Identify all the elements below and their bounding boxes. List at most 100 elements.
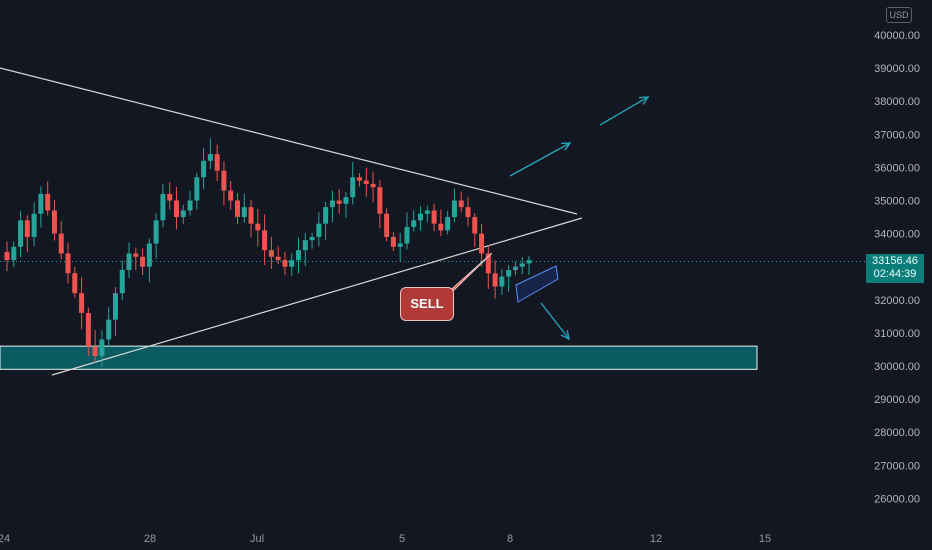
candle-body xyxy=(99,339,105,357)
candle-body xyxy=(79,293,85,314)
y-tick-label: 29000.00 xyxy=(874,394,920,406)
candle-body xyxy=(343,197,349,204)
candle-body xyxy=(248,207,254,224)
y-tick-label: 31000.00 xyxy=(874,328,920,340)
candle-body xyxy=(296,250,302,261)
x-tick-label: 24 xyxy=(0,533,10,545)
candle-body xyxy=(167,193,173,201)
candle-body xyxy=(451,200,457,218)
candle-body xyxy=(329,200,335,208)
candle-body xyxy=(112,293,118,320)
candle-body xyxy=(207,154,213,161)
projection-arrow-up xyxy=(509,142,571,177)
candle-body xyxy=(309,236,315,241)
candle-body xyxy=(58,233,64,254)
candle-body xyxy=(438,223,444,231)
projection-arrow-up-2-head xyxy=(638,96,650,105)
x-tick-label: 15 xyxy=(759,533,771,545)
projection-arrow-down-head xyxy=(560,330,570,341)
candle-body xyxy=(411,220,417,227)
candle-body xyxy=(289,260,295,267)
projection-arrow-up-head xyxy=(560,142,572,151)
candle-body xyxy=(431,210,437,224)
candle-body xyxy=(519,263,525,267)
candle-body xyxy=(506,270,512,277)
y-tick-label: 40000.00 xyxy=(874,30,920,42)
candle-body xyxy=(187,200,193,211)
y-tick-label: 27000.00 xyxy=(874,460,920,472)
candle-body xyxy=(119,270,125,294)
candle-body xyxy=(512,266,518,271)
y-tick-label: 32000.00 xyxy=(874,295,920,307)
candle-body xyxy=(384,213,390,237)
candle-body xyxy=(390,236,396,247)
candle-body xyxy=(92,346,98,357)
candle-body xyxy=(485,253,491,274)
candle-body xyxy=(146,243,152,267)
upper-trendline xyxy=(0,67,578,215)
candle-body xyxy=(357,177,363,181)
projection-arrow-down xyxy=(540,302,570,340)
candle-countdown: 02:44:39 xyxy=(873,268,917,280)
candle-body xyxy=(4,251,10,261)
candle-body xyxy=(336,200,342,204)
candle-body xyxy=(370,183,376,188)
x-tick-label: Jul xyxy=(250,533,264,545)
candle-body xyxy=(424,210,430,214)
y-tick-label: 26000.00 xyxy=(874,493,920,505)
current-price-tag: 33156.46 02:44:39 xyxy=(866,254,924,283)
candle-body xyxy=(397,243,403,247)
flag-channel xyxy=(515,265,559,303)
candle-body xyxy=(404,226,410,244)
y-tick-label: 34000.00 xyxy=(874,229,920,241)
candle-body xyxy=(472,217,478,234)
y-tick-label: 28000.00 xyxy=(874,427,920,439)
x-tick-label: 8 xyxy=(507,533,513,545)
lower-trendline xyxy=(51,217,583,376)
candle-body xyxy=(173,200,179,218)
candle-body xyxy=(45,193,51,211)
candle-body xyxy=(282,260,288,267)
candle-body xyxy=(255,223,261,231)
candle-body xyxy=(106,319,112,340)
candle-body xyxy=(262,230,268,251)
candle-body xyxy=(38,193,44,214)
candle-body xyxy=(51,210,57,234)
y-tick-label: 38000.00 xyxy=(874,96,920,108)
candle-body xyxy=(465,207,471,218)
y-tick-label: 35000.00 xyxy=(874,196,920,208)
candle-body xyxy=(479,233,485,254)
candle-body xyxy=(418,213,424,221)
y-tick-label: 39000.00 xyxy=(874,63,920,75)
candle-body xyxy=(85,313,91,347)
currency-badge[interactable]: USD xyxy=(886,7,912,23)
candle-body xyxy=(526,260,532,264)
candle-body xyxy=(499,276,505,287)
candle-body xyxy=(241,207,247,218)
sell-callout[interactable]: SELL xyxy=(400,287,454,321)
candle-body xyxy=(323,207,329,224)
x-tick-label: 12 xyxy=(650,533,662,545)
candle-body xyxy=(228,190,234,201)
current-price-label: 33156.46 xyxy=(872,255,918,267)
candle-body xyxy=(18,220,24,247)
y-tick-label: 30000.00 xyxy=(874,361,920,373)
candle-body xyxy=(492,273,498,287)
candle-body xyxy=(201,160,207,178)
y-tick-label: 36000.00 xyxy=(874,162,920,174)
candle-body xyxy=(194,177,200,201)
candle-body xyxy=(445,217,451,231)
y-tick-label: 37000.00 xyxy=(874,129,920,141)
candle-body xyxy=(11,246,17,261)
projection-arrow-up-2 xyxy=(599,96,649,126)
support-zone xyxy=(0,345,758,370)
candle-body xyxy=(160,193,166,221)
candle-body xyxy=(133,253,139,257)
candle-body xyxy=(221,170,227,191)
candle-body xyxy=(126,253,132,271)
x-tick-label: 28 xyxy=(144,533,156,545)
candle-body xyxy=(363,180,369,184)
candle-body xyxy=(72,273,78,294)
